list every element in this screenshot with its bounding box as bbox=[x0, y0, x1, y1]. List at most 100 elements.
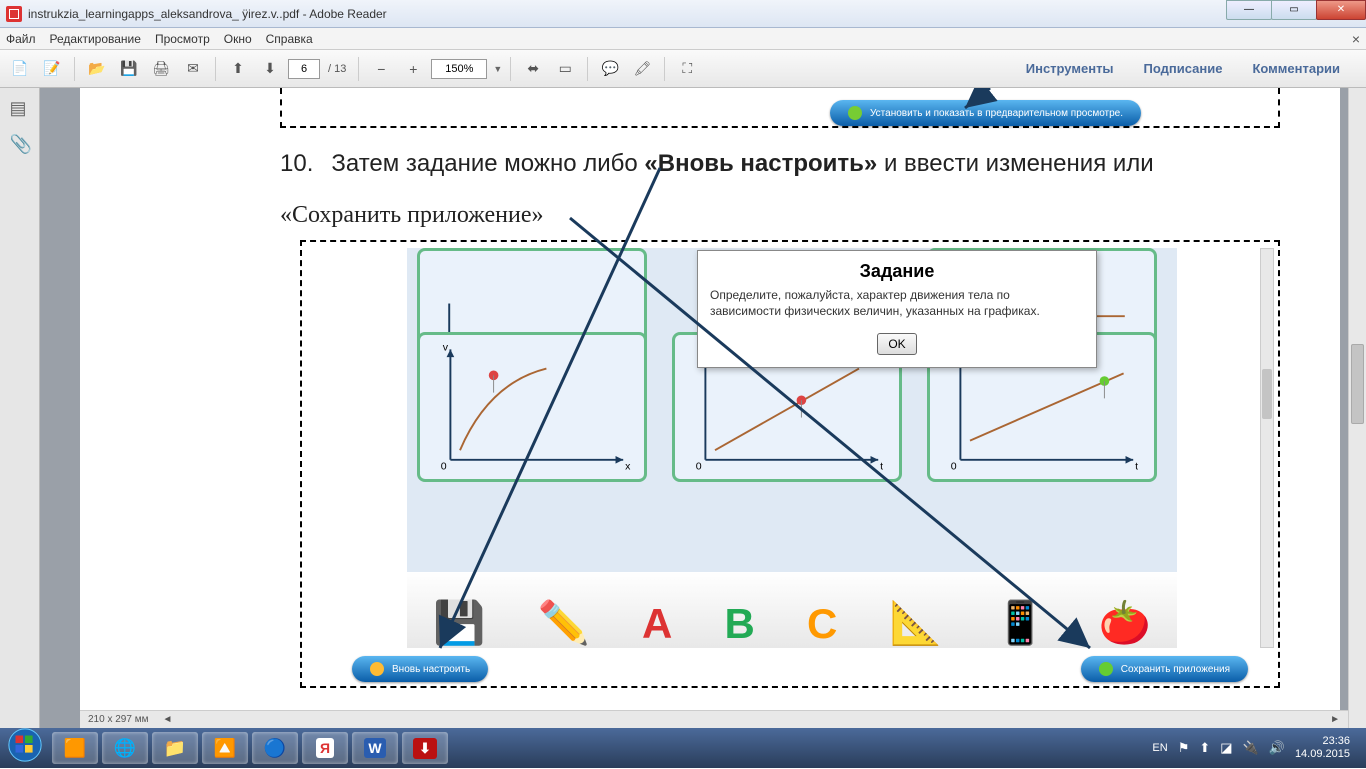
clipart-strip: 💾✏️ABC📐📱🍅 bbox=[407, 572, 1177, 648]
close-button[interactable]: ✕ bbox=[1316, 0, 1366, 20]
dialog-body: Определите, пожалуйста, характер движени… bbox=[710, 288, 1084, 319]
tray-language[interactable]: EN bbox=[1152, 742, 1167, 754]
save-pill-button[interactable]: Сохранить приложения bbox=[1081, 656, 1248, 682]
maximize-button[interactable]: ▭ bbox=[1271, 0, 1317, 20]
thumbnails-icon[interactable]: ▤ bbox=[10, 98, 30, 118]
gear-icon bbox=[370, 662, 384, 676]
fit-width-icon[interactable]: ⬌ bbox=[519, 55, 547, 83]
page-dimensions: 210 x 297 мм bbox=[88, 714, 148, 725]
start-button[interactable] bbox=[6, 726, 48, 768]
save-pill-label: Сохранить приложения bbox=[1121, 664, 1230, 675]
sign-panel-button[interactable]: Подписание bbox=[1144, 61, 1223, 76]
preview-pill-label: Установить и показать в предварительном … bbox=[870, 108, 1123, 119]
export-pdf-icon[interactable]: 📄 bbox=[6, 55, 34, 83]
pdf-page: Установить и показать в предварительном … bbox=[80, 88, 1340, 728]
task-explorer[interactable]: 📁 bbox=[152, 732, 198, 764]
tray-flag-icon[interactable]: ⚑ bbox=[1178, 740, 1190, 756]
svg-text:0: 0 bbox=[951, 460, 957, 472]
instruction-line-1: 10. Затем задание можно либо «Вновь наст… bbox=[280, 150, 1154, 178]
zoom-input[interactable] bbox=[431, 59, 487, 79]
tray-shield-icon[interactable]: ⬆ bbox=[1199, 740, 1210, 756]
task-media-player[interactable]: 🟧 bbox=[52, 732, 98, 764]
check-icon bbox=[1099, 662, 1113, 676]
refresh-icon bbox=[848, 106, 862, 120]
nav-sidebar: ▤ 📎 bbox=[0, 88, 40, 728]
zoom-in-icon[interactable]: + bbox=[399, 55, 427, 83]
task-word[interactable]: W bbox=[352, 732, 398, 764]
document-viewport[interactable]: Установить и показать в предварительном … bbox=[40, 88, 1366, 728]
tray-volume-icon[interactable]: 🔊 bbox=[1269, 740, 1285, 756]
task-yandex[interactable]: Я bbox=[302, 732, 348, 764]
tray-app-icon[interactable]: ◪ bbox=[1220, 740, 1232, 756]
menu-view[interactable]: Просмотр bbox=[155, 32, 210, 46]
task-chrome[interactable]: 🔵 bbox=[252, 732, 298, 764]
step-number: 10. bbox=[280, 150, 313, 177]
menu-bar: Файл Редактирование Просмотр Окно Справк… bbox=[0, 28, 1366, 50]
reconfigure-pill-button[interactable]: Вновь настроить bbox=[352, 656, 488, 682]
window-titlebar: instrukzia_learningapps_aleksandrova_ ÿi… bbox=[0, 0, 1366, 28]
zoom-dropdown-icon[interactable]: ▼ bbox=[493, 64, 502, 74]
mail-icon[interactable]: ✉ bbox=[179, 55, 207, 83]
status-bar: 210 x 297 мм ◄ ► bbox=[80, 710, 1348, 728]
tray-date: 14.09.2015 bbox=[1295, 748, 1350, 761]
zoom-out-icon[interactable]: − bbox=[367, 55, 395, 83]
task-aimp[interactable]: 🔼 bbox=[202, 732, 248, 764]
preview-pill-button[interactable]: Установить и показать в предварительном … bbox=[830, 100, 1141, 126]
hscroll-right-icon[interactable]: ► bbox=[1330, 714, 1340, 725]
page-total-label: / 13 bbox=[328, 63, 346, 75]
svg-text:0: 0 bbox=[696, 460, 702, 472]
hscroll-left-icon[interactable]: ◄ bbox=[162, 714, 172, 725]
menu-edit[interactable]: Редактирование bbox=[50, 32, 141, 46]
reconfigure-pill-label: Вновь настроить bbox=[392, 664, 470, 675]
save-icon[interactable]: 💾 bbox=[115, 55, 143, 83]
page-up-icon[interactable]: ⬆ bbox=[224, 55, 252, 83]
dialog-title: Задание bbox=[710, 261, 1084, 282]
tray-clock[interactable]: 23:36 14.09.2015 bbox=[1295, 735, 1350, 761]
instruction-line-2: «Сохранить приложение» bbox=[280, 202, 544, 229]
menu-file[interactable]: Файл bbox=[6, 32, 36, 46]
comment-icon[interactable]: 💬 bbox=[596, 55, 624, 83]
menu-help[interactable]: Справка bbox=[266, 32, 313, 46]
page-number-input[interactable] bbox=[288, 59, 320, 79]
main-area: ▤ 📎 Установить и показать в предваритель… bbox=[0, 88, 1366, 728]
comments-panel-button[interactable]: Комментарии bbox=[1252, 61, 1340, 76]
print-icon[interactable]: 🖨 bbox=[147, 55, 175, 83]
menu-window[interactable]: Окно bbox=[224, 32, 252, 46]
separator bbox=[587, 57, 588, 81]
highlight-icon[interactable]: 🖍 bbox=[628, 55, 656, 83]
menu-close-icon[interactable]: × bbox=[1352, 31, 1360, 47]
task-adobe-reader[interactable]: ⬇ bbox=[402, 732, 448, 764]
dashed-frame-main: 0t 0t 0xv 0t 0t bbox=[300, 240, 1280, 688]
svg-text:v: v bbox=[443, 341, 449, 353]
tray-time: 23:36 bbox=[1295, 735, 1350, 748]
toolbar: 📄 📝 📂 💾 🖨 ✉ ⬆ ⬇ / 13 − + ▼ ⬌ ▭ 💬 🖍 ⛶ Инс… bbox=[0, 50, 1366, 88]
read-mode-icon[interactable]: ⛶ bbox=[673, 55, 701, 83]
separator bbox=[510, 57, 511, 81]
fit-page-icon[interactable]: ▭ bbox=[551, 55, 579, 83]
separator bbox=[358, 57, 359, 81]
system-tray: EN ⚑ ⬆ ◪ 🔌 🔊 23:36 14.09.2015 bbox=[1152, 735, 1360, 761]
tray-power-icon[interactable]: 🔌 bbox=[1243, 740, 1259, 756]
task-dialog: Задание Определите, пожалуйста, характер… bbox=[697, 250, 1097, 368]
window-title: instrukzia_learningapps_aleksandrova_ ÿi… bbox=[28, 7, 387, 21]
task-ie[interactable]: 🌐 bbox=[102, 732, 148, 764]
separator bbox=[74, 57, 75, 81]
page-down-icon[interactable]: ⬇ bbox=[256, 55, 284, 83]
tools-panel-button[interactable]: Инструменты bbox=[1026, 61, 1114, 76]
taskbar: 🟧 🌐 📁 🔼 🔵 Я W ⬇ EN ⚑ ⬆ ◪ 🔌 🔊 23:36 14.09… bbox=[0, 728, 1366, 768]
vertical-scrollbar[interactable] bbox=[1348, 88, 1366, 728]
svg-text:0: 0 bbox=[441, 460, 447, 472]
scrollbar-thumb[interactable] bbox=[1351, 344, 1364, 424]
toolbar-right-panel: Инструменты Подписание Комментарии bbox=[1026, 61, 1360, 76]
graph-bottom-1: 0 x v bbox=[417, 332, 647, 482]
open-icon[interactable]: 📂 bbox=[83, 55, 111, 83]
create-pdf-icon[interactable]: 📝 bbox=[38, 55, 66, 83]
attachments-icon[interactable]: 📎 bbox=[10, 134, 30, 154]
svg-text:t: t bbox=[1135, 460, 1138, 472]
app-icon bbox=[6, 6, 22, 22]
svg-text:x: x bbox=[625, 460, 631, 472]
minimize-button[interactable]: — bbox=[1226, 0, 1272, 20]
dialog-ok-button[interactable]: OK bbox=[877, 333, 917, 355]
window-buttons: — ▭ ✕ bbox=[1227, 0, 1366, 20]
svg-text:t: t bbox=[880, 460, 883, 472]
